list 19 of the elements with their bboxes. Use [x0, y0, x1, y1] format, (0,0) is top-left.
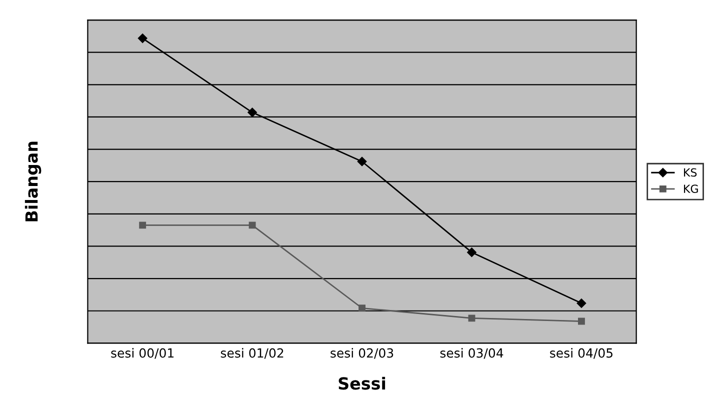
legend-label: KS — [684, 168, 697, 177]
point — [138, 34, 148, 43]
x-tick-label: sesi 01/02 — [220, 348, 284, 359]
point — [248, 222, 256, 229]
point — [358, 304, 366, 312]
x-tick-label: sesi 03/04 — [440, 348, 504, 359]
x-tick-label: sesi 02/03 — [330, 348, 394, 359]
point — [248, 108, 257, 118]
legend-label: KG — [684, 184, 698, 193]
point — [468, 314, 476, 322]
point — [357, 156, 367, 166]
x-tick-label: sesi 04/05 — [550, 348, 612, 359]
point — [576, 298, 586, 308]
x-axis-title: Sessi — [338, 376, 386, 390]
y-axis-title: Bilangan — [24, 142, 42, 222]
point — [467, 248, 476, 257]
x-tick-label: sesi 00/01 — [111, 348, 174, 359]
point — [139, 222, 146, 229]
point — [578, 318, 585, 325]
